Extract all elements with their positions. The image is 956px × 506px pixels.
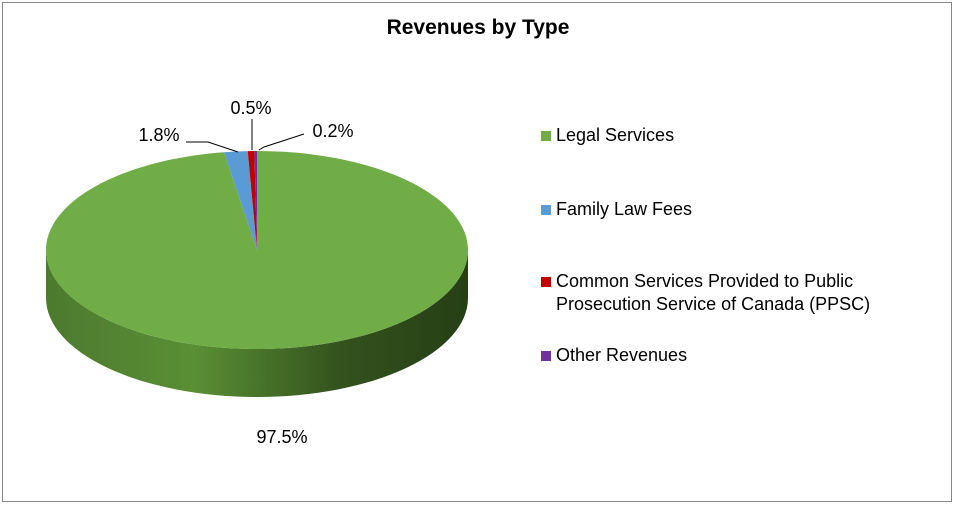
slice-common-services-ppsc (247, 151, 257, 250)
legend-label: Common Services Provided to Public Prosec… (556, 270, 870, 316)
slice-other-revenues (254, 151, 257, 250)
legend-swatch (541, 351, 551, 361)
legend-swatch (541, 277, 551, 287)
legend-label-line: Legal Services (556, 125, 675, 145)
legend-label: Family Law Fees (556, 198, 692, 221)
slice-family-law-fees (223, 151, 257, 250)
legend-label: Other Revenues (556, 344, 687, 367)
label-legal-services: 97.5% (256, 427, 307, 447)
legend-swatch (541, 131, 551, 141)
pie-side-legal-services (46, 250, 468, 397)
leader-lines (186, 119, 305, 153)
legend-label-line: Common Services Provided to Public (556, 271, 854, 291)
pie-side-wall (46, 250, 468, 397)
legend-label-line: Prosecution Service of Canada (PPSC) (556, 294, 871, 314)
legend-label-line: Family Law Fees (556, 199, 693, 219)
chart-title: Revenues by Type (386, 16, 570, 39)
data-labels: 97.5% 1.8% 0.5% 0.2% (138, 98, 353, 447)
leader-line (186, 141, 239, 153)
label-other-revenues: 0.2% (312, 121, 353, 141)
slice-legal-services (45, 151, 468, 349)
leader-line (258, 133, 305, 151)
legend-swatch (541, 205, 551, 215)
legend-label-line: Other Revenues (556, 345, 688, 365)
label-common-services-ppsc: 0.5% (230, 98, 271, 118)
label-family-law-fees: 1.8% (138, 125, 179, 145)
pie-slices (45, 151, 468, 349)
legend-label: Legal Services (556, 124, 674, 147)
